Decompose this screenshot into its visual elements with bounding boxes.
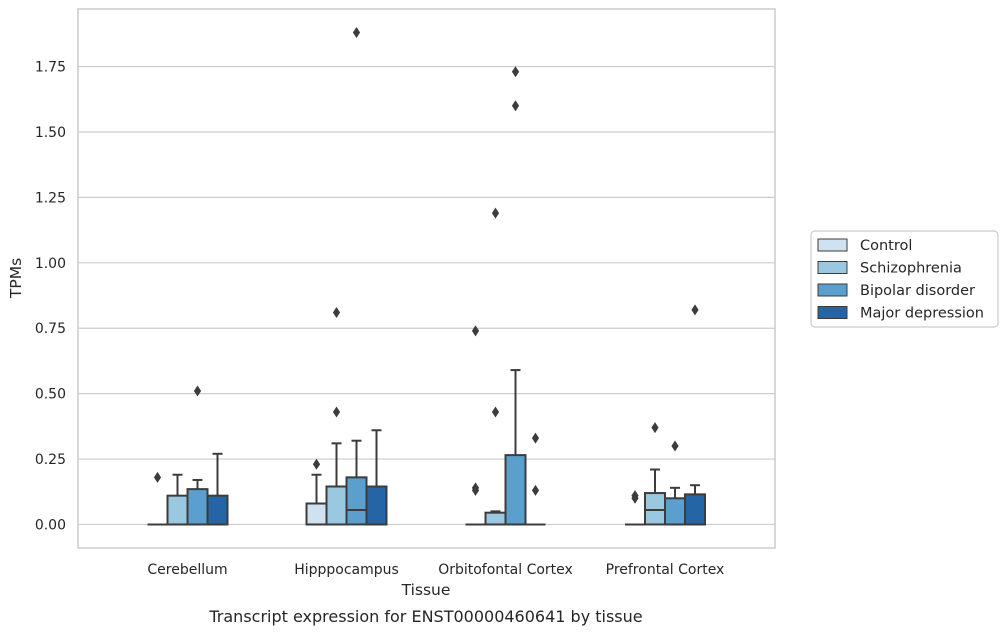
box-schizophrenia xyxy=(166,473,189,526)
box-schizophrenia xyxy=(325,307,348,526)
y-tick-label: 1.50 xyxy=(35,125,66,141)
box-body xyxy=(484,511,507,526)
outlier-point xyxy=(491,207,500,219)
box-schizophrenia xyxy=(644,422,666,526)
legend-swatch xyxy=(817,261,848,274)
box-major-depression xyxy=(206,452,229,526)
outlier-point xyxy=(491,406,500,418)
box-layer xyxy=(147,27,706,526)
outlier-point xyxy=(193,385,202,397)
box-body xyxy=(305,502,328,526)
legend-label: Schizophrenia xyxy=(860,261,962,277)
box-body xyxy=(206,494,229,526)
legend-swatch xyxy=(817,238,848,252)
x-tick-label: Hipppocampus xyxy=(294,562,399,578)
box-bipolar-disorder xyxy=(664,440,686,526)
outlier-point xyxy=(631,492,639,504)
y-tick-label: 1.00 xyxy=(35,256,66,272)
x-axis-label: Tissue xyxy=(401,581,451,599)
outlier-point xyxy=(651,422,659,434)
outlier-point xyxy=(511,66,520,78)
box-major-depression xyxy=(365,429,388,526)
box-body xyxy=(504,454,527,526)
box-major-depression xyxy=(525,432,546,526)
box-body xyxy=(365,485,388,526)
box-bipolar-disorder xyxy=(345,27,368,526)
y-tick-label: 0.25 xyxy=(35,452,66,468)
box-control xyxy=(625,490,645,526)
box-major-depression xyxy=(684,304,706,526)
box-body xyxy=(166,494,189,526)
legend-swatch xyxy=(817,306,848,319)
box-body xyxy=(664,497,686,526)
outlier-point xyxy=(531,432,540,444)
y-axis-label: TPMs xyxy=(7,258,25,299)
box-control xyxy=(147,471,168,526)
outlier-point xyxy=(531,484,540,496)
outlier-point xyxy=(511,100,520,112)
y-tick-label: 1.75 xyxy=(35,60,66,76)
x-tick-label: Prefrontal Cortex xyxy=(606,562,725,578)
plot-frame xyxy=(77,8,776,549)
y-tick-label: 0.00 xyxy=(35,517,66,533)
grid-layer xyxy=(78,65,775,526)
x-tick-label: Orbitofontal Cortex xyxy=(438,562,573,578)
outlier-point xyxy=(153,471,162,483)
outlier-point xyxy=(471,484,480,496)
box-bipolar-disorder xyxy=(186,385,209,526)
box-body xyxy=(644,492,666,526)
legend-label: Bipolar disorder xyxy=(860,283,975,299)
legend: Control Schizophrenia Bipolar disorder Majo… xyxy=(810,230,999,328)
legend-label: Major depression xyxy=(860,306,984,322)
chart-caption: Transcript expression for ENST0000046064… xyxy=(208,607,642,626)
y-tick-label: 1.25 xyxy=(35,190,66,206)
box-body xyxy=(325,485,348,526)
box-control xyxy=(465,325,486,526)
box-bipolar-disorder xyxy=(504,66,527,526)
box-body xyxy=(345,476,368,526)
y-tick-label: 0.75 xyxy=(35,321,66,337)
outlier-point xyxy=(332,307,341,319)
box-body xyxy=(186,488,209,526)
tick-labels: 0.00 0.25 0.50 0.75 1.00 1.25 1.50 1.75 Cerebell… xyxy=(35,60,725,578)
x-tick-label: Cerebellum xyxy=(147,562,227,578)
outlier-point xyxy=(471,325,480,337)
box-body xyxy=(684,493,706,526)
outlier-point xyxy=(332,406,341,418)
legend-label: Control xyxy=(860,238,912,254)
outlier-point xyxy=(691,304,699,316)
outlier-point xyxy=(312,458,321,470)
box-control xyxy=(305,458,328,526)
y-tick-label: 0.50 xyxy=(35,387,66,403)
box-schizophrenia xyxy=(484,207,507,526)
outlier-point xyxy=(671,440,679,452)
outlier-point xyxy=(352,27,361,39)
plot-border xyxy=(77,8,776,549)
legend-swatch xyxy=(817,283,848,297)
legend-frame xyxy=(810,230,999,328)
